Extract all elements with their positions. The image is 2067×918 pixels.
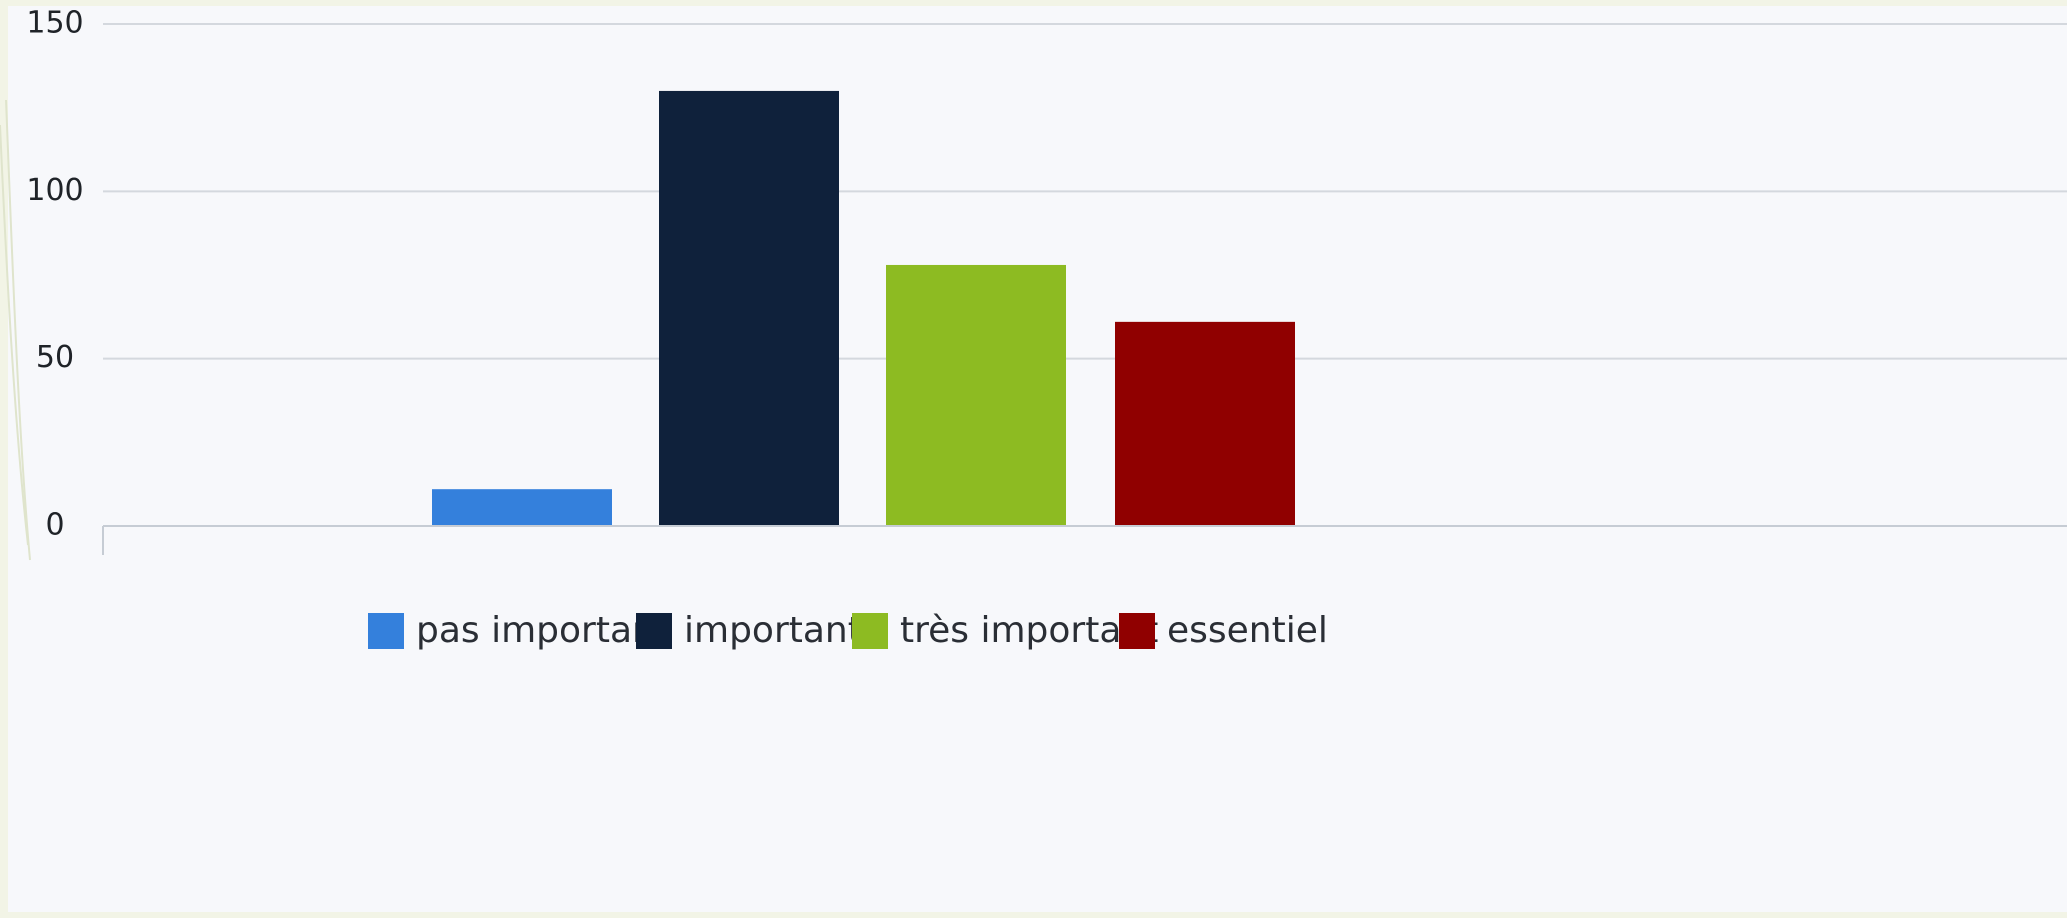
bar-series [432,90,1295,526]
bar-essentiel [1115,321,1295,526]
decorative-corner-curve [5,99,31,561]
legend-swatch [1119,613,1155,649]
gridlines [103,23,2067,360]
legend-label: important [684,610,862,651]
legend-swatch [636,613,672,649]
y-axis-ticks: 0 50 100 150 [26,6,83,543]
decorative-corner-curve [0,124,29,546]
axes [102,525,2067,555]
y-tick-label: 50 [36,340,74,375]
legend: pas important important très important esse… [368,610,1328,651]
y-tick-label: 150 [26,6,83,41]
bar-très-important [886,264,1066,526]
y-tick-label: 0 [45,508,64,543]
legend-label: essentiel [1167,610,1328,651]
y-tick-label: 100 [26,173,83,208]
bar-pas-important [432,489,612,526]
legend-label: pas important [416,610,669,651]
bar-important [659,90,839,526]
legend-swatch [368,613,404,649]
legend-swatch [852,613,888,649]
legend-label: très important [900,610,1158,651]
